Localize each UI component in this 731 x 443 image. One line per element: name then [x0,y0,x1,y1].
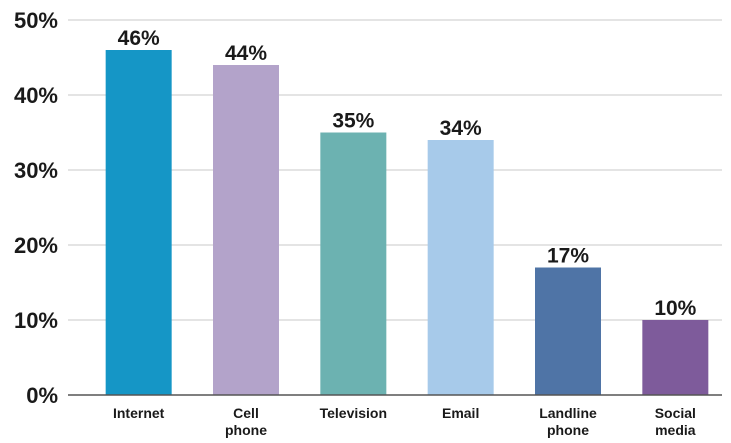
data-label: 17% [547,245,589,268]
data-label: 10% [654,297,696,320]
category-label: Social media [655,405,696,438]
category-label-line: phone [547,422,589,438]
y-tick-label: 30% [14,158,58,183]
y-tick-label: 0% [26,383,58,408]
category-label-line: Television [320,405,387,421]
category-label: Email [442,405,479,421]
y-tick-label: 20% [14,233,58,258]
bar [105,50,172,395]
data-label: 44% [225,42,267,65]
data-label: 34% [440,117,482,140]
y-axis-tick-labels: 0% 10% 20% 30% 40% 50% [14,8,58,408]
category-label: Cell phone [225,405,267,438]
data-label: 35% [332,110,374,133]
category-label: Television [320,405,387,421]
category-label-line: Internet [113,405,165,421]
y-tick-label: 10% [14,308,58,333]
bar [535,267,601,395]
category-label-line: phone [225,422,267,438]
bar [213,65,279,395]
bars [105,50,709,395]
category-label-line: Social [655,405,696,421]
gridlines [68,19,722,321]
category-label: Landline phone [539,405,597,438]
category-label-line: Landline [539,405,597,421]
y-tick-label: 40% [14,83,58,108]
y-tick-label: 50% [14,8,58,33]
category-label: Internet [113,405,165,421]
bar [320,132,387,395]
bar [642,320,709,395]
bar [427,140,494,395]
data-label: 46% [118,27,160,50]
category-label-line: media [655,422,696,438]
data-labels: 46% 44% 35% 34% 17% 10% [118,27,697,320]
category-label-line: Email [442,405,479,421]
category-label-line: Cell [233,405,259,421]
